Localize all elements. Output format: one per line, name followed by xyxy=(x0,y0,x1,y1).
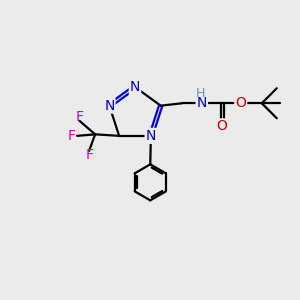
Text: F: F xyxy=(68,129,76,143)
Text: F: F xyxy=(76,110,83,124)
Text: N: N xyxy=(130,80,140,94)
Text: N: N xyxy=(196,96,207,110)
Text: H: H xyxy=(196,87,206,100)
Text: N: N xyxy=(146,129,156,143)
Text: O: O xyxy=(235,96,246,110)
Text: F: F xyxy=(85,148,93,162)
Text: O: O xyxy=(217,119,228,134)
Text: N: N xyxy=(104,99,115,113)
